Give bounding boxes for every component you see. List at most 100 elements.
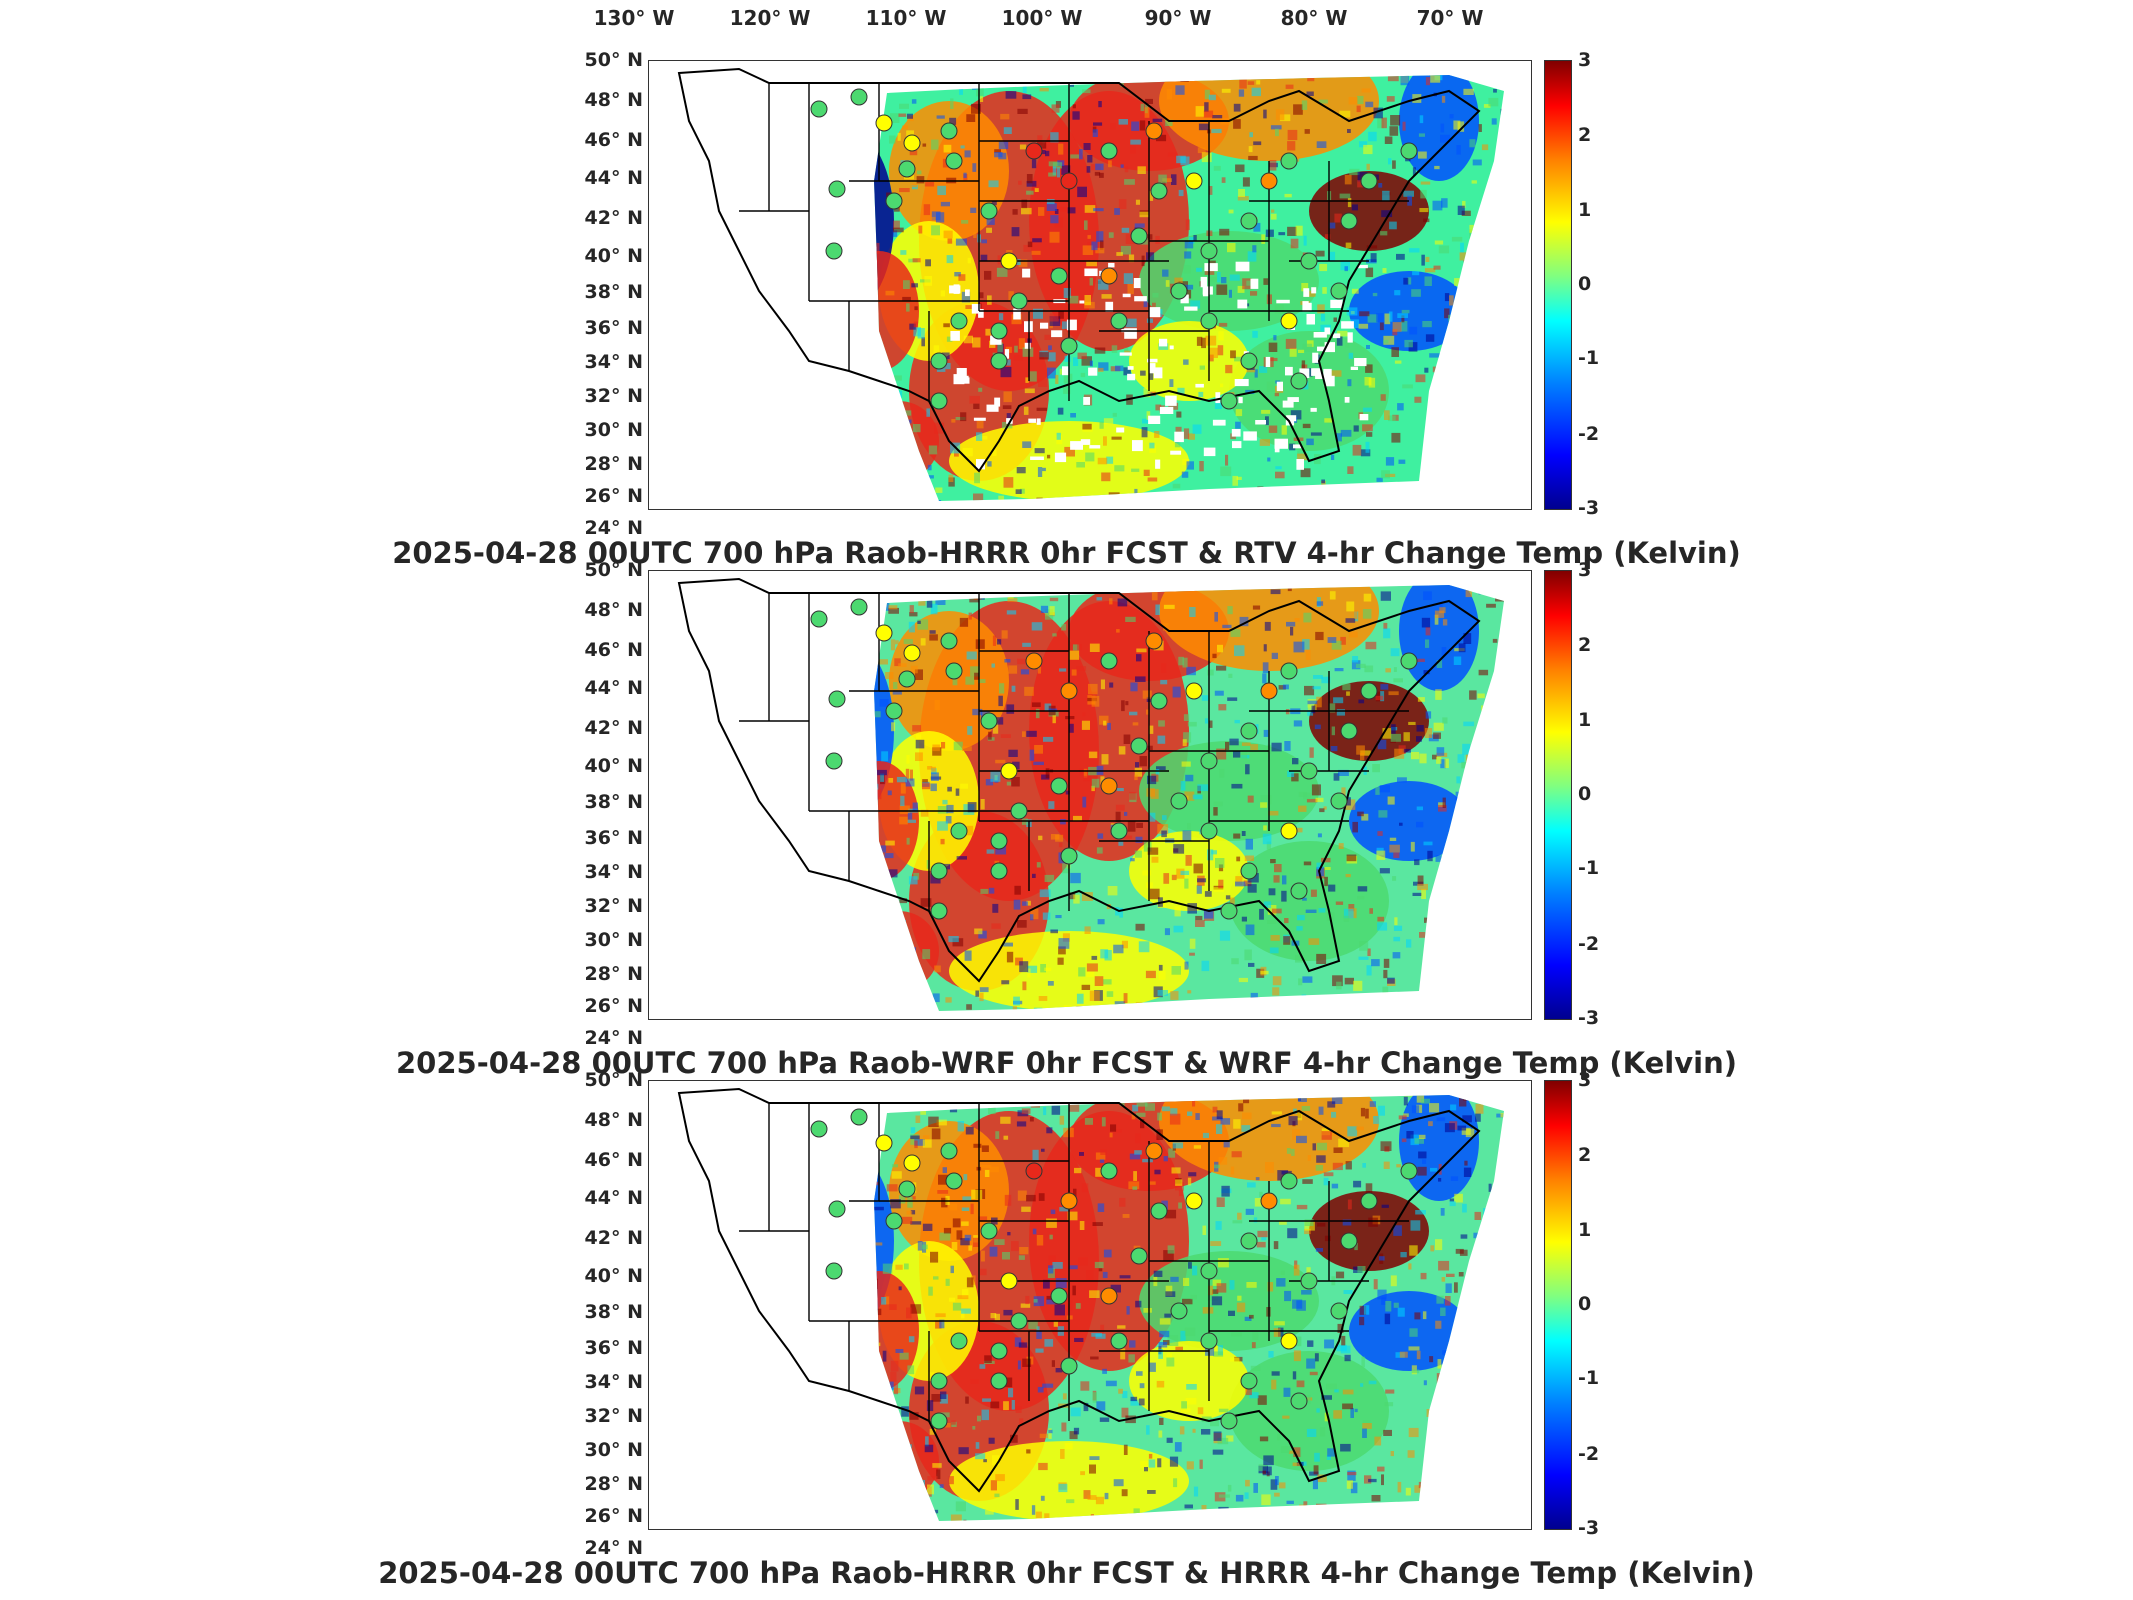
colorbar-tick-label: -3 [1578,1517,1600,1539]
country-border [677,1087,1481,1493]
raob-station-marker [1025,142,1043,160]
latitude-tick-label: 46° N [584,1149,643,1171]
raob-station-marker [1100,1287,1118,1305]
raob-station-marker [945,152,963,170]
colorbar-tick-label: 1 [1578,709,1592,731]
raob-station-marker [1025,652,1043,670]
colorbar-tick-label: 0 [1578,273,1592,295]
raob-station-marker [1130,227,1148,245]
raob-station-marker [1240,1372,1258,1390]
raob-station-marker [1010,802,1028,820]
raob-station-marker [1000,252,1018,270]
map-frame [648,60,1532,510]
raob-station-marker [1340,722,1358,740]
raob-station-marker [1240,212,1258,230]
raob-station-marker [885,192,903,210]
raob-station-marker [1145,122,1163,140]
raob-station-marker [1200,312,1218,330]
latitude-tick-label: 26° N [584,995,643,1017]
longitude-tick-label: 90° W [1144,6,1212,30]
raob-station-marker [1400,1162,1418,1180]
raob-station-marker [930,392,948,410]
raob-station-marker [1360,682,1378,700]
colorbar-tick-label: 2 [1578,124,1592,146]
raob-station-marker [1150,692,1168,710]
raob-station-marker [940,632,958,650]
latitude-tick-label: 36° N [584,1337,643,1359]
raob-station-marker [898,1180,916,1198]
raob-station-marker [1400,652,1418,670]
latitude-tick-label: 44° N [584,1187,643,1209]
raob-station-marker [945,1172,963,1190]
latitude-tick-label: 34° N [584,861,643,883]
latitude-tick-label: 42° N [584,207,643,229]
latitude-tick-label: 50° N [584,559,643,581]
temperature-change-map [677,67,1504,501]
latitude-tick-label: 40° N [584,245,643,267]
latitude-tick-label: 24° N [584,517,643,539]
raob-station-marker [825,1262,843,1280]
latitude-tick-label: 48° N [584,599,643,621]
raob-station-marker [1280,1172,1298,1190]
raob-station-marker [1340,1232,1358,1250]
raob-station-marker [810,610,828,628]
raob-station-marker [1060,847,1078,865]
country-border [677,577,1481,983]
raob-station-marker [898,670,916,688]
latitude-tick-label: 32° N [584,385,643,407]
raob-station-marker [1185,682,1203,700]
raob-station-marker [1220,1412,1238,1430]
raob-station-marker [1260,682,1278,700]
raob-station-marker [1260,172,1278,190]
map-panel: 50° N 48° N 46° N 44° N 42° N 40° N 38° N 36° N… [0,559,2133,1080]
raob-station-marker [828,690,846,708]
longitude-tick-label: 120° W [729,6,811,30]
raob-station-marker [1060,1357,1078,1375]
colorbar [1544,60,1572,510]
latitude-tick-label: 24° N [584,1027,643,1049]
colorbar-tick-label: -1 [1578,347,1600,369]
raob-station-marker [1290,1392,1308,1410]
latitude-tick-label: 48° N [584,1109,643,1131]
raob-station-marker [875,1134,893,1152]
raob-station-marker [990,352,1008,370]
temperature-change-map [677,1087,1504,1521]
map-frame [648,1080,1532,1530]
raob-station-marker [885,702,903,720]
raob-station-marker [1145,1142,1163,1160]
colorbar-tick-label: -2 [1578,933,1600,955]
raob-station-marker [1300,252,1318,270]
raob-station-marker [1330,1302,1348,1320]
raob-station-marker [1060,1192,1078,1210]
raob-station-marker [1060,682,1078,700]
raob-station-marker [1330,792,1348,810]
raob-station-marker [1300,1272,1318,1290]
raob-station-marker [980,1222,998,1240]
raob-station-marker [903,1154,921,1172]
raob-station-marker [1240,1232,1258,1250]
longitude-tick-label: 70° W [1416,6,1484,30]
raob-station-marker [1240,722,1258,740]
raob-station-marker [1280,152,1298,170]
colorbar [1544,1080,1572,1530]
raob-station-marker [990,862,1008,880]
country-border [677,67,1481,473]
latitude-tick-label: 44° N [584,677,643,699]
latitude-tick-label: 38° N [584,281,643,303]
latitude-tick-label: 36° N [584,827,643,849]
raob-station-marker [1130,1247,1148,1265]
latitude-tick-label: 28° N [584,1473,643,1495]
raob-station-marker [810,100,828,118]
raob-station-marker [990,322,1008,340]
latitude-tick-label: 40° N [584,1265,643,1287]
raob-station-marker [930,1412,948,1430]
raob-station-marker [1360,1192,1378,1210]
raob-station-marker [1010,1312,1028,1330]
raob-station-marker [903,134,921,152]
raob-station-marker [850,598,868,616]
raob-station-marker [903,644,921,662]
raob-station-marker [1330,282,1348,300]
raob-station-marker [1340,212,1358,230]
raob-station-marker [1185,172,1203,190]
raob-station-marker [1360,172,1378,190]
